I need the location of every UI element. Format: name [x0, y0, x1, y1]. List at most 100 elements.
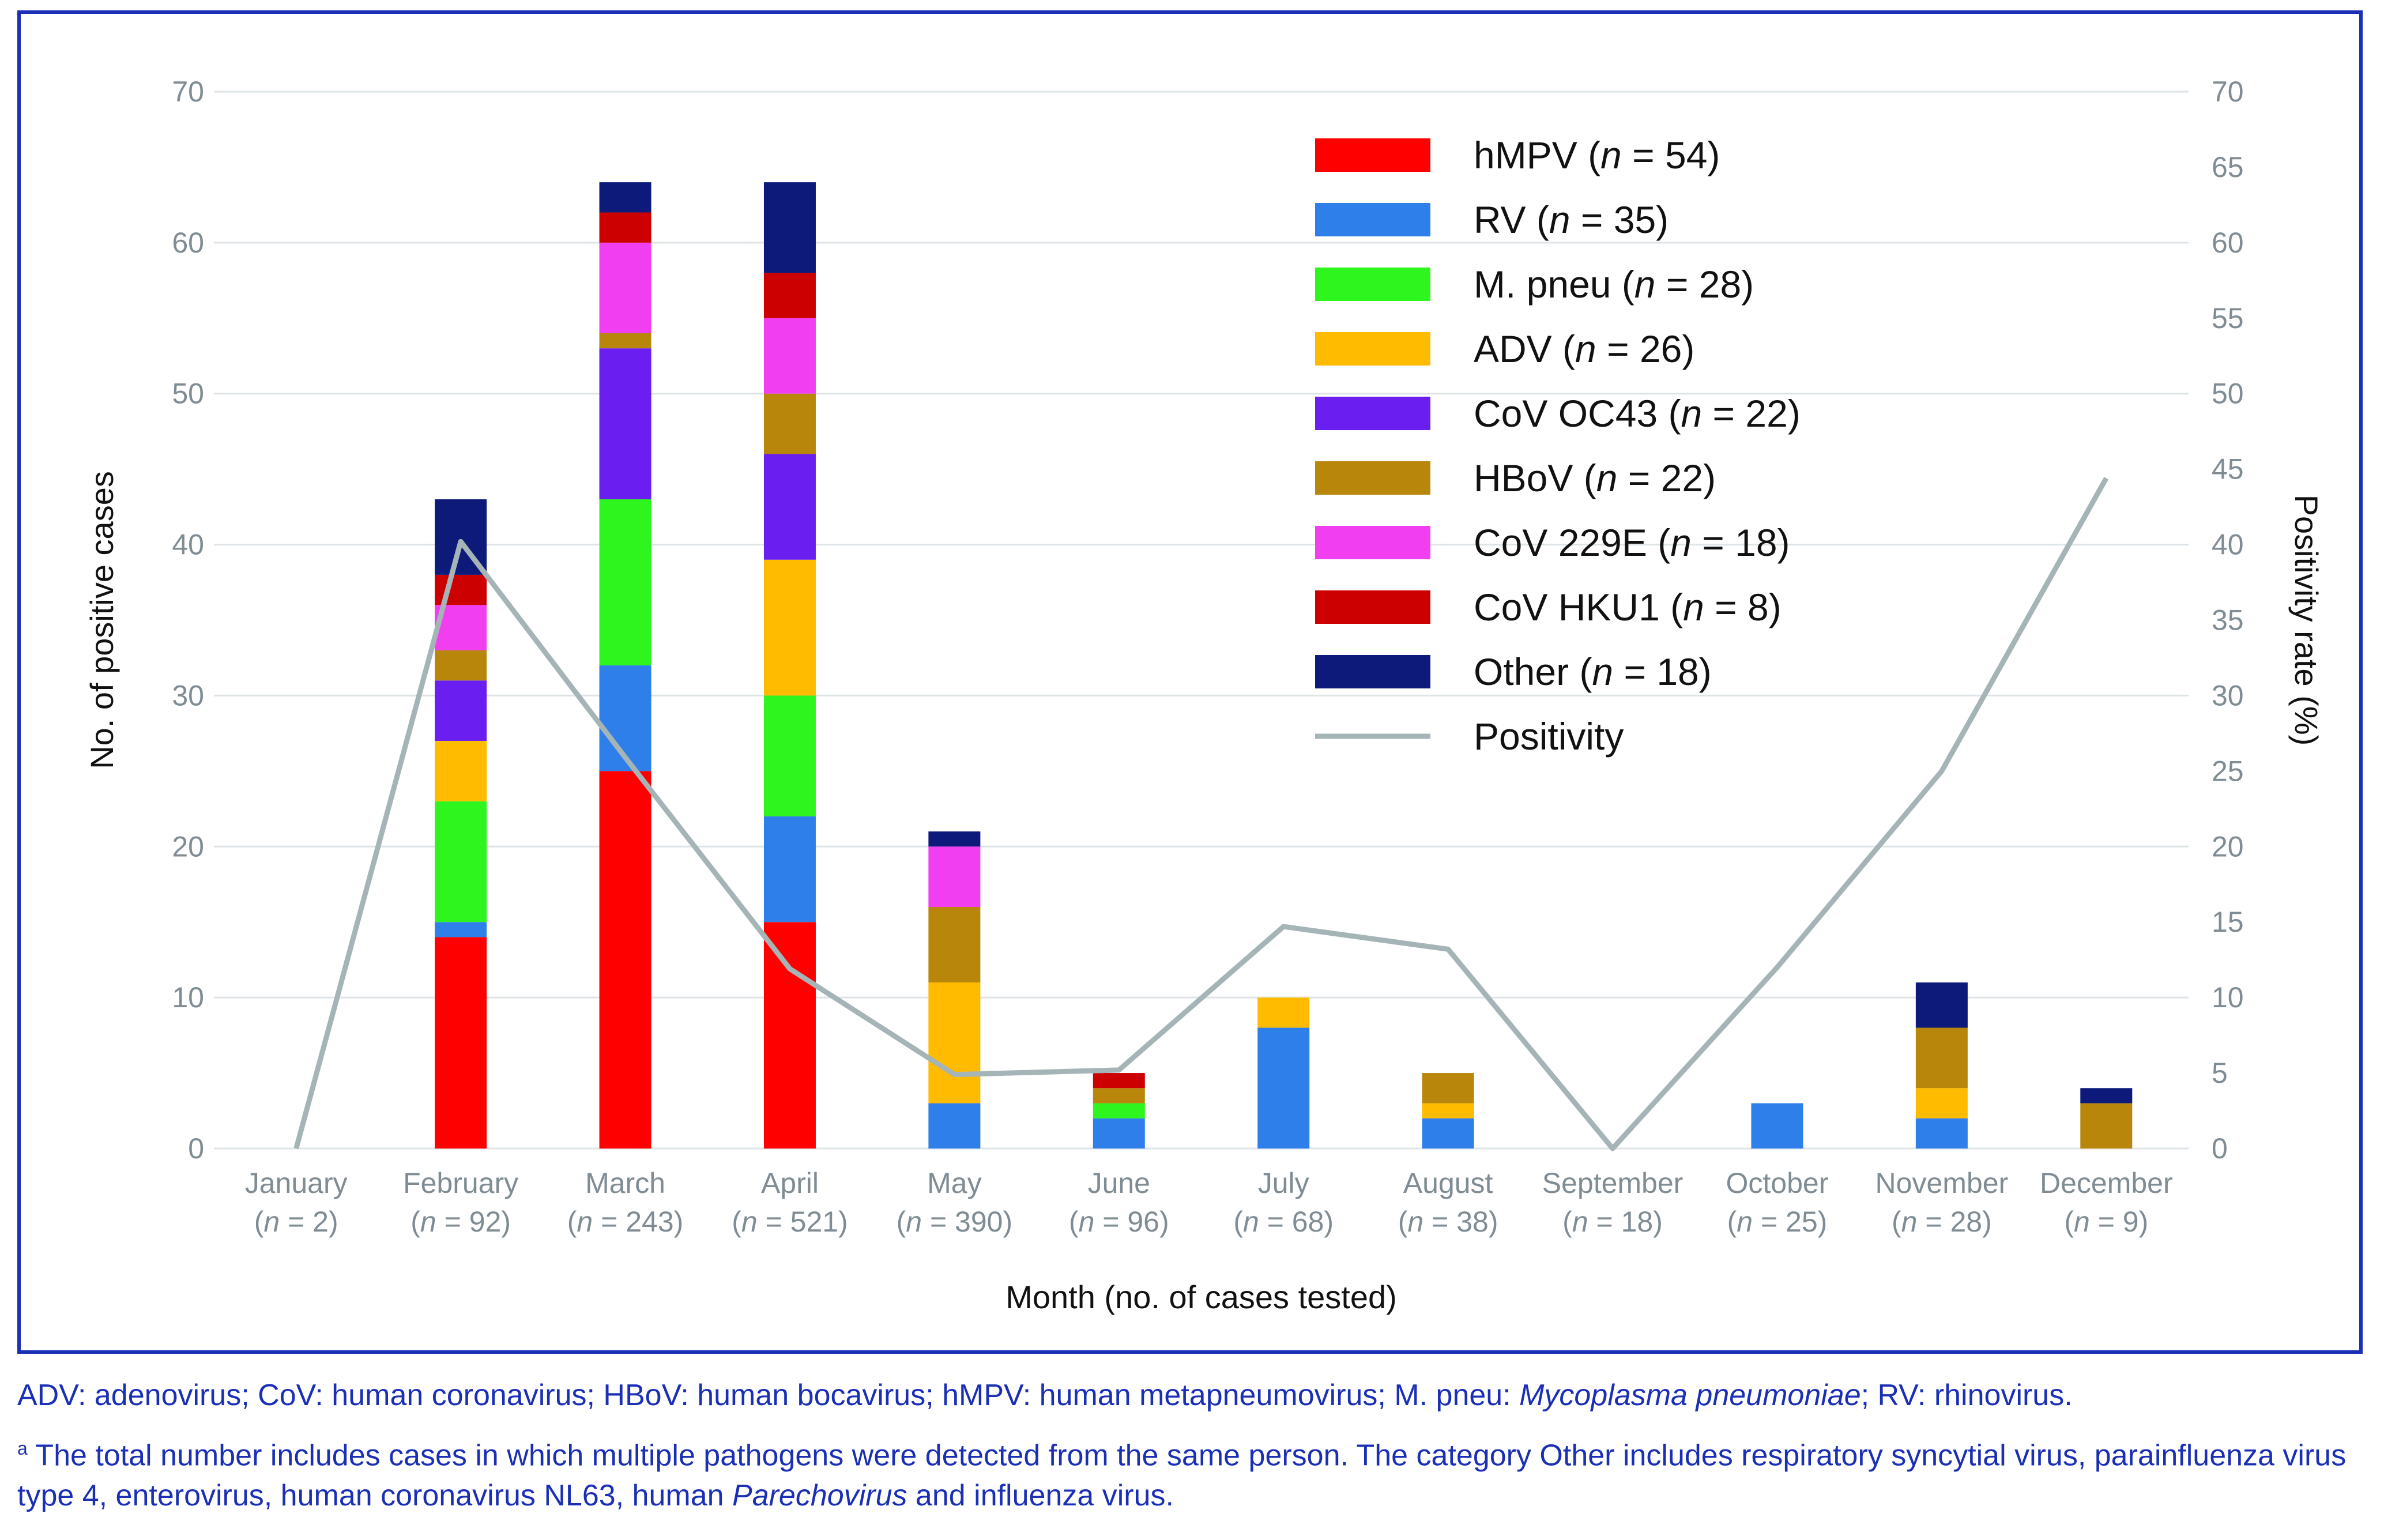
x-tick-count: (n = 9)	[2064, 1206, 2148, 1238]
abbreviations-note: ADV: adenovirus; CoV: human coronavirus;…	[17, 1379, 2073, 1412]
chart-frame: 0 10 20 30 40 50 60 70 0 5 10 15 20 25 30 35 40 45 50 55 60 6…	[17, 10, 2363, 1354]
bar-rv	[1751, 1103, 1803, 1149]
legend-swatch-hbov	[1315, 461, 1430, 495]
y-tick-label: 70	[172, 76, 204, 108]
y2-tick-label: 20	[2212, 830, 2244, 863]
bar-adv	[435, 740, 487, 801]
legend-label: HBoV (n = 22)	[1474, 457, 1716, 499]
bar-adv	[1915, 1088, 1968, 1119]
x-axis-title: Month (no. of cases tested)	[1005, 1279, 1397, 1315]
x-tick-label: June	[1088, 1167, 1150, 1199]
bar-hbov	[435, 650, 487, 681]
bar-hbov	[1093, 1088, 1145, 1104]
x-tick-label: February	[403, 1167, 518, 1199]
bar-cov-229e	[599, 242, 651, 333]
bar-adv	[1422, 1103, 1474, 1119]
total-note: a The total number includes cases in whi…	[17, 1438, 2347, 1513]
y2-tick-label: 65	[2212, 151, 2244, 183]
bar-rv	[763, 816, 816, 923]
bar-rv	[1257, 1027, 1310, 1149]
legend-label: Other (n = 18)	[1474, 650, 1712, 693]
bar-hmpv	[435, 937, 487, 1149]
bar-rv	[1093, 1118, 1145, 1149]
bar-cov-229e	[928, 846, 981, 908]
x-tick-count: (n = 390)	[897, 1206, 1013, 1238]
x-tick-label: January	[245, 1167, 348, 1199]
y-tick-label: 20	[172, 830, 204, 863]
x-tick-count: (n = 18)	[1562, 1206, 1663, 1238]
x-tick-label: April	[761, 1167, 819, 1199]
bar-rv	[435, 922, 487, 937]
y2-tick-label: 30	[2212, 679, 2244, 711]
legend-label: CoV OC43 (n = 22)	[1474, 392, 1801, 435]
legend-label: RV (n = 35)	[1474, 198, 1669, 241]
y2-axis-title: Positivity rate (%)	[2288, 495, 2325, 746]
bar-cov-hku1	[763, 273, 816, 318]
bar-cov-oc43	[763, 454, 816, 560]
legend-label: M. pneu (n = 28)	[1474, 263, 1754, 306]
x-tick-label: July	[1258, 1167, 1309, 1199]
bar-m-pneu	[763, 695, 816, 816]
y2-tick-label: 35	[2212, 604, 2244, 637]
legend-label: CoV 229E (n = 18)	[1474, 521, 1790, 564]
legend-swatch-cov-hku1	[1315, 590, 1430, 624]
y2-tick-label: 0	[2212, 1132, 2228, 1165]
y2-tick-label: 40	[2212, 529, 2244, 561]
y2-tick-label: 60	[2212, 227, 2244, 259]
y-tick-label: 60	[172, 227, 204, 259]
x-tick-label: August	[1403, 1167, 1493, 1199]
y-tick-label: 10	[172, 981, 204, 1014]
x-tick-label: December	[2040, 1167, 2173, 1199]
bar-cov-hku1	[1093, 1073, 1145, 1089]
y2-tick-label: 55	[2212, 302, 2244, 334]
legend-swatch-other	[1315, 655, 1430, 688]
x-tick-label: May	[927, 1167, 981, 1199]
bar-hbov	[599, 333, 651, 349]
y-tick-label: 40	[172, 529, 204, 561]
bar-adv	[763, 559, 816, 696]
x-tick-count: (n = 2)	[254, 1206, 338, 1238]
x-tick-count: (n = 92)	[410, 1206, 511, 1238]
bar-m-pneu	[435, 801, 487, 923]
x-tick-count: (n = 96)	[1069, 1206, 1169, 1238]
bar-cov-oc43	[435, 680, 487, 741]
y2-tick-label: 10	[2212, 981, 2244, 1014]
x-tick-label: November	[1875, 1167, 2009, 1199]
bar-other	[928, 831, 981, 847]
legend-label: CoV HKU1 (n = 8)	[1474, 586, 1782, 628]
y2-tick-label: 50	[2212, 378, 2244, 410]
bar-hbov	[1915, 1027, 1968, 1089]
bar-cov-oc43	[599, 348, 651, 500]
y-tick-label: 30	[172, 679, 204, 711]
x-tick-label: March	[585, 1167, 665, 1199]
x-tick-count: (n = 28)	[1892, 1206, 1992, 1238]
y2-tick-label: 5	[2212, 1057, 2228, 1089]
x-tick-count: (n = 38)	[1398, 1206, 1498, 1238]
legend-swatch-cov-229e	[1315, 526, 1430, 559]
bar-cov-229e	[763, 318, 816, 394]
y2-tick-label: 70	[2212, 76, 2244, 108]
bar-hmpv	[599, 771, 651, 1149]
legend-swatch-m-pneu	[1315, 268, 1430, 301]
legend-label: hMPV (n = 54)	[1474, 134, 1720, 176]
bar-rv	[1915, 1118, 1968, 1149]
bar-other	[2080, 1088, 2133, 1104]
legend-swatch-hmpv	[1315, 138, 1430, 172]
bar-other	[763, 182, 816, 273]
y-axis-title: No. of positive cases	[84, 471, 120, 769]
x-tick-label: October	[1726, 1167, 1829, 1199]
y-tick-label: 50	[172, 378, 204, 410]
bar-other	[599, 182, 651, 213]
x-tick-count: (n = 25)	[1727, 1206, 1828, 1238]
y2-tick-label: 45	[2212, 453, 2244, 485]
bar-m-pneu	[1093, 1103, 1145, 1119]
legend-label: ADV (n = 26)	[1474, 327, 1694, 370]
legend-label: Positivity	[1474, 715, 1624, 758]
bar-hbov	[928, 907, 981, 982]
x-tick-count: (n = 243)	[567, 1206, 684, 1238]
footnotes: ADV: adenovirus; CoV: human coronavirus;…	[17, 1375, 2370, 1528]
bar-cov-hku1	[599, 212, 651, 243]
legend-swatch-cov-oc43	[1315, 397, 1430, 430]
x-tick-label: September	[1542, 1167, 1684, 1199]
legend-swatch-adv	[1315, 332, 1430, 366]
